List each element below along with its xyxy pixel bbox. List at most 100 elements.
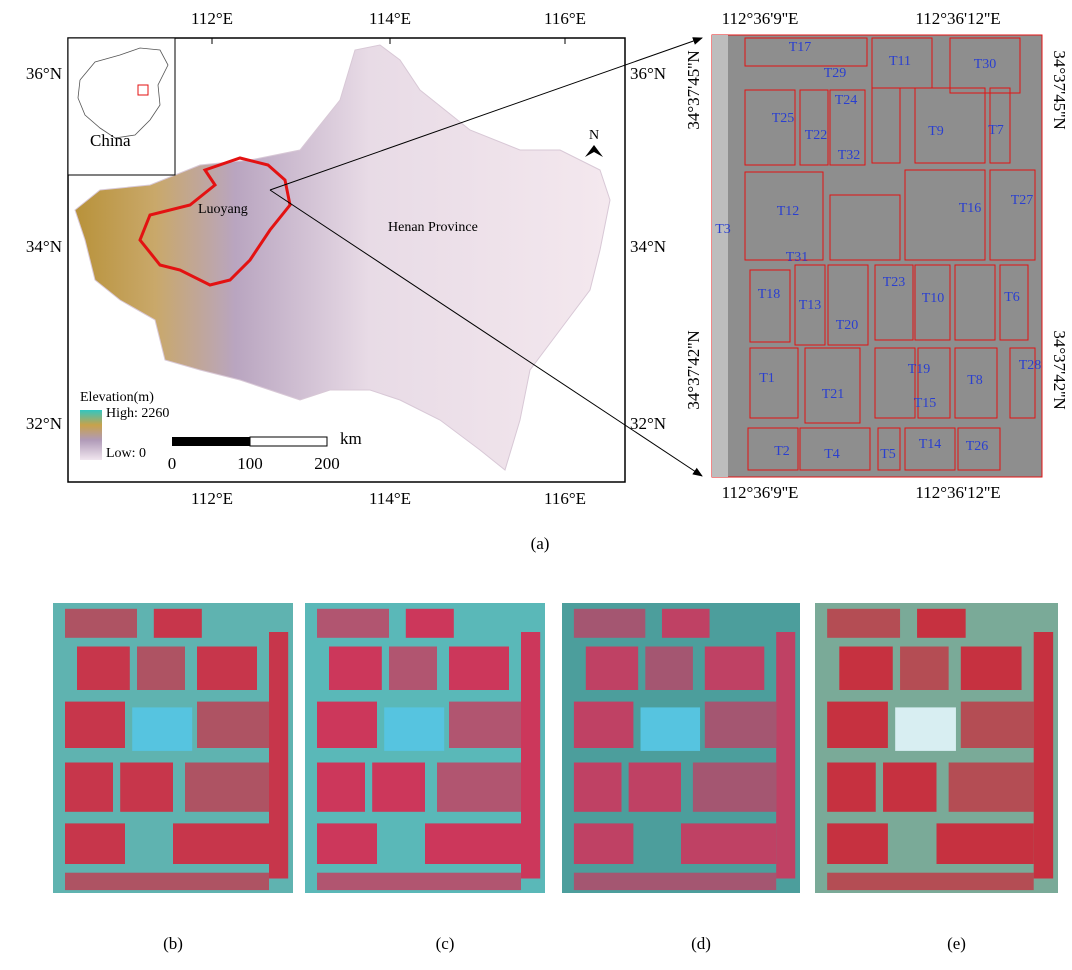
plot-label: T30 xyxy=(974,57,997,72)
plot-label: T24 xyxy=(835,93,858,108)
field-block xyxy=(406,609,454,638)
field-block xyxy=(949,763,1034,812)
field-block xyxy=(65,702,125,748)
plot-label: T20 xyxy=(836,318,859,333)
field-block xyxy=(173,823,269,864)
field-block xyxy=(65,823,125,864)
lon-label: 112°36'9''E xyxy=(722,483,799,502)
plot-label: T18 xyxy=(758,287,781,302)
lon-label: 112°36'12''E xyxy=(915,483,1000,502)
field-block xyxy=(705,702,776,748)
plot-label: T9 xyxy=(928,124,944,139)
province-label: Henan Province xyxy=(388,220,478,235)
lat-label: 34°37'42''N xyxy=(1050,330,1069,409)
plot-label: T3 xyxy=(715,222,731,237)
bare-block xyxy=(895,707,956,751)
north-label: N xyxy=(589,128,599,143)
field-block xyxy=(681,823,776,864)
plot-label: T4 xyxy=(824,447,840,462)
bare-block xyxy=(641,707,701,751)
field-block xyxy=(449,647,509,691)
field-block xyxy=(574,823,634,864)
field-block xyxy=(77,647,130,691)
lon-label: 116°E xyxy=(544,489,586,508)
lat-label: 34°37'45''N xyxy=(1050,50,1069,129)
plot-label: T31 xyxy=(786,250,809,265)
plot-label: T1 xyxy=(759,371,775,386)
lat-label: 36°N xyxy=(630,64,666,83)
scale-label: 100 xyxy=(237,454,263,473)
plot-label: T14 xyxy=(919,437,942,452)
scale-bar xyxy=(172,437,250,446)
field-block xyxy=(776,632,795,879)
lat-label: 32°N xyxy=(630,414,666,433)
plot-label: T29 xyxy=(824,66,847,81)
field-block xyxy=(425,823,521,864)
scale-unit: km xyxy=(340,429,362,448)
plot-label: T17 xyxy=(789,40,812,55)
field-block xyxy=(372,763,425,812)
field-block xyxy=(827,702,888,748)
lon-label: 112°36'12''E xyxy=(915,9,1000,28)
field-block xyxy=(137,647,185,691)
figure: China Luoyang Henan Province N Elevation… xyxy=(0,0,1072,965)
field-block xyxy=(961,647,1022,691)
field-block xyxy=(574,702,634,748)
field-block xyxy=(705,647,765,691)
field-block xyxy=(662,609,710,638)
plot-label: T26 xyxy=(966,439,989,454)
field-block xyxy=(827,823,888,864)
field-block xyxy=(197,702,269,748)
plot-label: T22 xyxy=(805,128,828,143)
plot-label: T2 xyxy=(774,444,790,459)
scale-bar xyxy=(250,437,327,446)
lon-label: 112°E xyxy=(191,9,233,28)
plot-label: T11 xyxy=(889,54,911,69)
field-block xyxy=(574,873,776,890)
field-block xyxy=(917,609,966,638)
field-block xyxy=(197,647,257,691)
plot-label: T16 xyxy=(959,201,982,216)
plot-label: T7 xyxy=(988,123,1004,138)
lat-label: 32°N xyxy=(26,414,62,433)
plot-label: T12 xyxy=(777,204,800,219)
lat-label: 34°37'45''N xyxy=(684,50,703,129)
field-block xyxy=(317,823,377,864)
field-block xyxy=(329,647,382,691)
field-block xyxy=(317,873,521,890)
field-block xyxy=(389,647,437,691)
lon-label: 112°36'9''E xyxy=(722,9,799,28)
caption: (e) xyxy=(947,934,966,953)
field-block xyxy=(120,763,173,812)
lon-label: 114°E xyxy=(369,489,411,508)
bare-block xyxy=(132,707,192,751)
lat-label: 34°37'42''N xyxy=(684,330,703,409)
field-block xyxy=(839,647,892,691)
lat-label: 34°N xyxy=(26,237,62,256)
plot-label: T5 xyxy=(880,447,896,462)
field-block xyxy=(269,632,288,879)
plot-label: T21 xyxy=(822,387,845,402)
caption: (a) xyxy=(531,534,550,553)
field-block xyxy=(185,763,269,812)
lat-label: 36°N xyxy=(26,64,62,83)
field-block xyxy=(65,609,137,638)
field-block xyxy=(645,647,693,691)
city-label: Luoyang xyxy=(198,202,248,217)
plot-label: T32 xyxy=(838,148,861,163)
field-block xyxy=(154,609,202,638)
lon-label: 116°E xyxy=(544,9,586,28)
field-block xyxy=(900,647,949,691)
field-block xyxy=(317,763,365,812)
bare-block xyxy=(384,707,444,751)
plot-label: T8 xyxy=(967,373,983,388)
lon-label: 112°E xyxy=(191,489,233,508)
field-block xyxy=(827,609,900,638)
field-block xyxy=(574,609,645,638)
field-block xyxy=(629,763,681,812)
lon-label: 114°E xyxy=(369,9,411,28)
field-block xyxy=(65,873,269,890)
scale-label: 200 xyxy=(314,454,340,473)
field-block xyxy=(317,609,389,638)
road xyxy=(712,35,728,477)
